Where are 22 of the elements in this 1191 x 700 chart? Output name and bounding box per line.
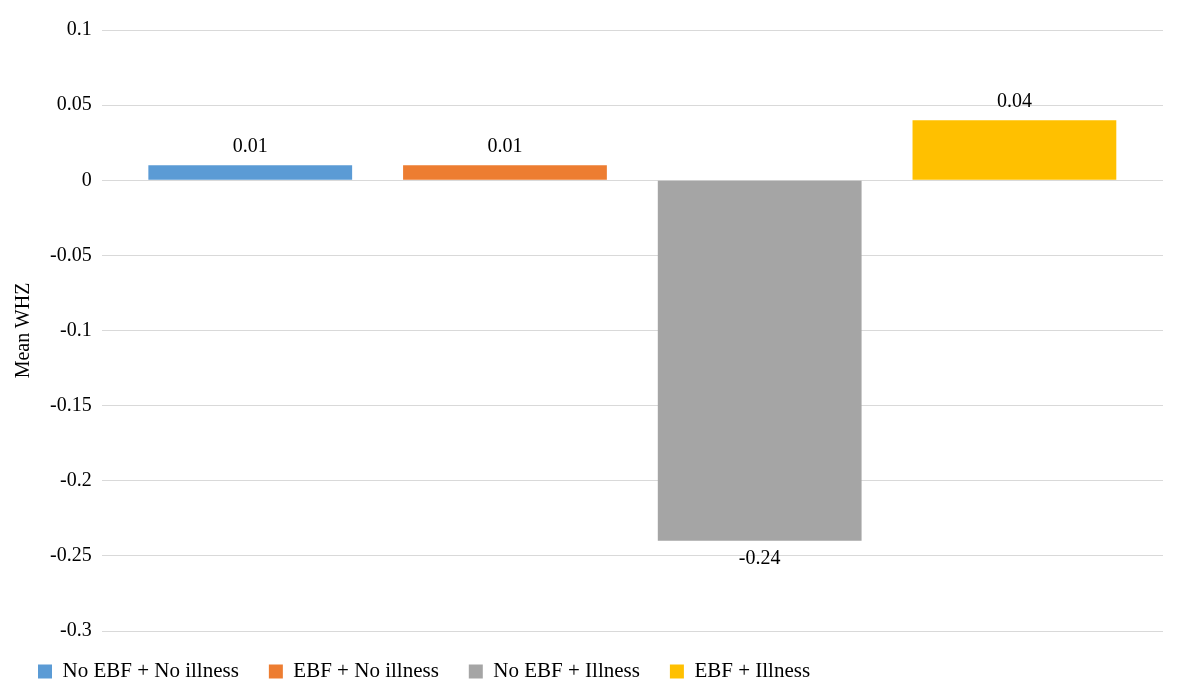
y-tick-label: 0.05 — [56, 92, 92, 115]
y-tick-label: 0.1 — [66, 17, 92, 40]
y-tick-label: 0 — [81, 167, 92, 190]
data-label: -0.24 — [738, 546, 781, 569]
bar — [403, 165, 607, 180]
bar — [657, 180, 862, 541]
y-tick-label: -0.2 — [59, 468, 92, 490]
legend-label: No EBF + Illness — [493, 658, 640, 683]
y-axis-title: Mean WHZ — [11, 282, 34, 379]
y-tick-label: -0.25 — [49, 543, 92, 566]
bar — [912, 120, 1117, 180]
data-label: 0.04 — [996, 89, 1032, 112]
data-label: 0.01 — [487, 134, 523, 157]
legend-label: EBF + No illness — [293, 658, 439, 683]
bar — [148, 165, 353, 180]
y-tick-label: -0.05 — [49, 242, 92, 265]
y-tick-label: -0.15 — [49, 392, 92, 415]
y-tick-label: -0.1 — [59, 317, 92, 340]
legend-label: No EBF + No illness — [62, 658, 239, 683]
y-tick-label: -0.3 — [59, 618, 92, 641]
legend-label: EBF + Illness — [694, 658, 811, 683]
data-label: 0.01 — [232, 134, 268, 157]
